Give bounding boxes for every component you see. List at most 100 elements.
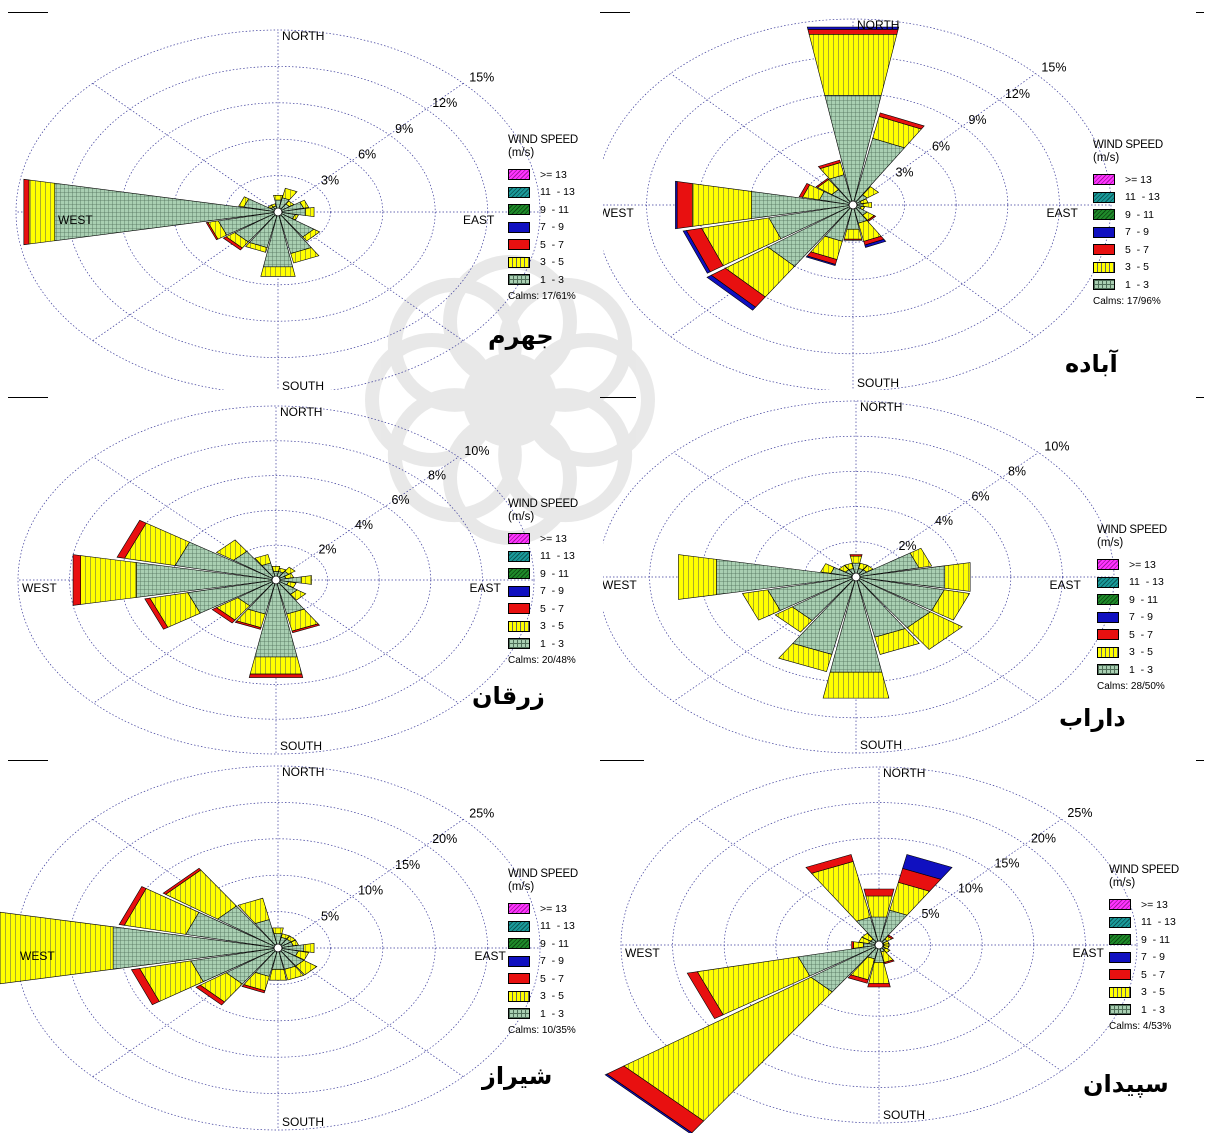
legend-label: 1 - 3 [540, 273, 564, 286]
windrose-panel-1: 3% 6% 9% 12% 15% NORTH SOUTH EAST WEST WIND SPEED… [0, 12, 603, 390]
legend-swatch [1097, 646, 1119, 658]
petal-135-3-5 [906, 611, 963, 650]
legend-swatch [508, 568, 530, 580]
petal-270-5-7 [23, 178, 30, 246]
compass-east-label: EAST [470, 581, 502, 595]
ring-5 [15, 765, 541, 1131]
ring-5 [603, 18, 1112, 390]
calms-label: Calms: 10/35% [508, 1024, 576, 1036]
compass-east-label: EAST [1073, 946, 1105, 960]
legend-title: WIND SPEED [1109, 864, 1179, 876]
petal-180-5-7 [248, 673, 304, 678]
legend-label: 5 - 7 [1125, 243, 1149, 256]
legend-label: 3 - 5 [1125, 261, 1149, 274]
petal-270-3-5 [80, 555, 137, 605]
wind-speed-legend: WIND SPEED (m/s) >= 13 11 - 13 9 - 11 7 - 9 5 … [1109, 864, 1206, 1032]
ring-label: 6% [971, 489, 989, 503]
ring-label: 10% [358, 884, 383, 898]
legend-swatch [1109, 969, 1131, 981]
ring-label: 15% [469, 70, 494, 84]
compass-east-label: EAST [475, 949, 507, 963]
spoke [92, 947, 279, 1077]
ring-label: 25% [469, 806, 494, 820]
legend-title: WIND SPEED [508, 134, 578, 146]
windrose-panel-2: 3% 6% 9% 12% 15% NORTH SOUTH EAST WEST WIND SPEED… [603, 12, 1206, 390]
petal-247.5-7-9 [682, 230, 711, 274]
windrose-panel-5: 5% 10% 15% 20% 25% NORTH SOUTH EAST WEST WIND SPE… [0, 760, 603, 1133]
legend-row: 1 - 3 [508, 635, 603, 653]
compass-south-label: SOUTH [857, 376, 899, 390]
legend-label: 3 - 5 [540, 620, 564, 633]
legend-row: 5 - 7 [508, 970, 603, 988]
petal-180-5-7 [867, 983, 891, 988]
separator-line [600, 397, 636, 398]
petal-67.5-3-5 [909, 547, 933, 569]
petal-180-3-5 [269, 969, 287, 981]
petal-247.5-3-5 [741, 589, 781, 621]
petal-90-3-5 [301, 575, 312, 585]
legend-swatch [1097, 594, 1119, 606]
legend-label: 11 - 13 [1141, 916, 1176, 929]
petal-225-3-5 [774, 606, 813, 633]
legend-swatch [508, 973, 530, 985]
legend-swatch [1093, 244, 1115, 256]
legend-row: 11 - 13 [1097, 574, 1206, 592]
petal-0-3-5 [271, 566, 281, 572]
compass-west-label: WEST [20, 949, 55, 963]
legend-row: 9 - 11 [508, 565, 603, 583]
legend-swatch [508, 204, 530, 216]
legend-swatch [508, 169, 530, 181]
petals [678, 547, 971, 699]
legend-label: 1 - 3 [1125, 278, 1149, 291]
legend-swatch [508, 938, 530, 950]
legend-unit: (m/s) [508, 147, 535, 159]
ring-label: 9% [968, 113, 986, 127]
ring-label: 6% [932, 139, 950, 153]
petal-202.5-7-9 [805, 255, 836, 267]
legend-label: 5 - 7 [1129, 628, 1153, 641]
petal-202.5-3-5 [778, 643, 833, 673]
petal-337.5-3-5 [270, 203, 277, 208]
legend-label: 9 - 11 [1141, 933, 1170, 946]
legend-swatch [508, 1008, 530, 1020]
legend-unit: (m/s) [1093, 152, 1120, 164]
station-name: سپیدان [1083, 1070, 1169, 1098]
legend-row: 5 - 7 [1097, 626, 1206, 644]
petal-337.5-5-7 [805, 854, 854, 874]
legend-swatch [508, 920, 530, 932]
legend-swatch [508, 239, 530, 251]
petals [604, 854, 953, 1133]
ring-label: 15% [994, 856, 1019, 870]
legend-title: WIND SPEED [1093, 139, 1163, 151]
petal-270-3-5 [692, 183, 752, 227]
legend-swatch [508, 620, 530, 632]
legend-row: 11 - 13 [508, 918, 603, 936]
ring-5 [17, 405, 535, 755]
station-name: زرقان [472, 682, 545, 710]
ring-4 [672, 802, 1086, 1088]
legend-row: 3 - 5 [508, 988, 603, 1006]
spoke [275, 579, 459, 704]
polar-grid [620, 766, 1138, 1124]
petal-180-3-5 [260, 266, 296, 277]
legend-label: 7 - 9 [540, 585, 564, 598]
petal-22.5-3-5 [278, 567, 287, 574]
calm-center [874, 940, 884, 950]
petals [675, 26, 925, 311]
petal-67.5-3-5 [290, 939, 299, 947]
petal-0-5-7 [849, 554, 863, 557]
legend-unit: (m/s) [508, 511, 535, 523]
compass-south-label: SOUTH [282, 379, 324, 390]
legend-label: 1 - 3 [1129, 663, 1153, 676]
petal-157.5-7-9 [864, 238, 887, 248]
compass-south-label: SOUTH [883, 1108, 925, 1122]
calms-label: Calms: 20/48% [508, 654, 576, 666]
legend-unit: (m/s) [1109, 877, 1136, 889]
legend-label: 7 - 9 [1141, 951, 1165, 964]
spoke [878, 944, 1062, 1072]
compass-north-label: NORTH [282, 765, 324, 779]
ring-label: 4% [355, 518, 373, 532]
station-name: شیراز [482, 1062, 553, 1090]
legend-row: 5 - 7 [508, 600, 603, 618]
legend-swatch [508, 256, 530, 268]
